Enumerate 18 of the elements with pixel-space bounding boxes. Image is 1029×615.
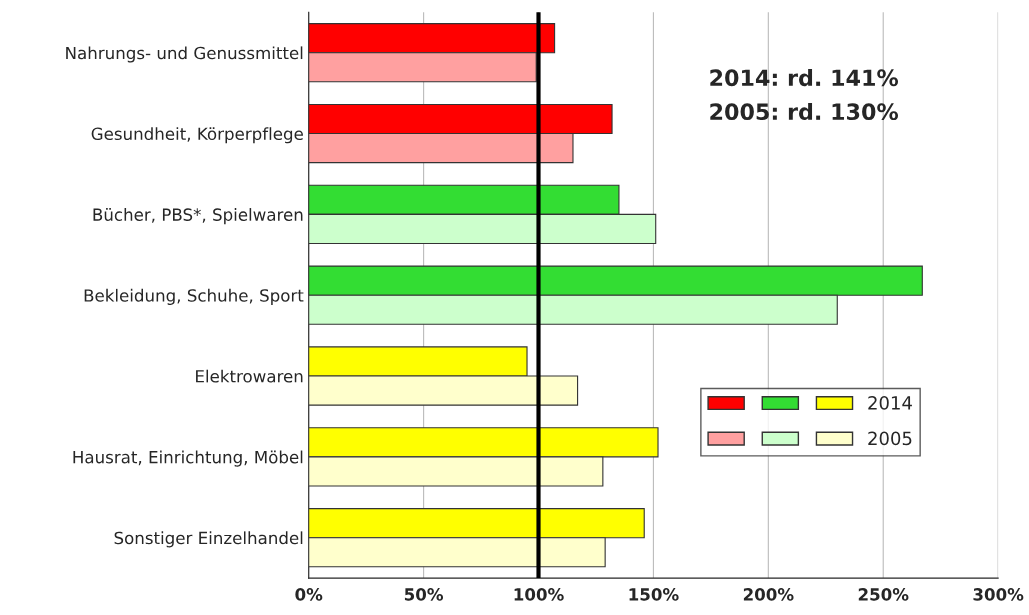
y-tick-label: Sonstiger Einzelhandel	[114, 531, 303, 548]
y-tick-label: Hausrat, Einrichtung, Möbel	[73, 450, 303, 467]
y-tick-label: Gesundheit, Körperpflege	[91, 127, 303, 144]
annotation: 2014: rd. 141%	[710, 68, 899, 87]
legend-label: 2005	[868, 431, 912, 446]
x-tick-label: 0%	[295, 588, 323, 601]
y-tick-label: Bücher, PBS*, Spielwaren	[93, 208, 303, 225]
x-tick-label: 300%	[973, 588, 1024, 601]
x-tick-label: 100%	[514, 588, 564, 601]
legend-label: 2014	[868, 396, 912, 410]
x-tick-label: 150%	[629, 588, 679, 601]
y-tick-label: Elektrowaren	[196, 369, 303, 383]
y-tick-label: Nahrungs- und Genussmittel	[66, 46, 303, 63]
x-tick-label: 200%	[743, 588, 794, 601]
annotation: 2005: rd. 130%	[710, 102, 899, 121]
x-tick-label: 50%	[404, 588, 444, 601]
y-tick-label: Bekleidung, Schuhe, Sport	[84, 288, 304, 305]
x-tick-label: 250%	[858, 588, 909, 601]
